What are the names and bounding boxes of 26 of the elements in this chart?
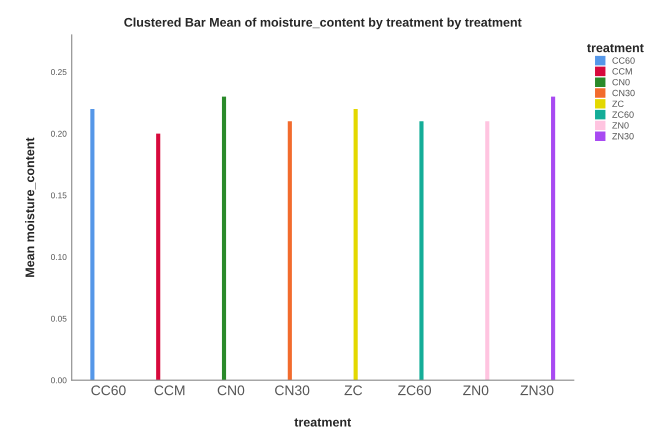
legend-label: ZC60	[612, 111, 634, 118]
x-tick-label: ZC60	[398, 385, 432, 396]
y-tick-label: 0.10	[50, 254, 67, 260]
y-tick-label: 0.20	[50, 130, 67, 137]
legend-title: treatment	[587, 44, 644, 52]
chart-title: Clustered Bar Mean of moisture_content by treatment by treatment	[124, 18, 522, 30]
x-tick-label: CC60	[91, 385, 126, 396]
x-tick-label: ZN0	[463, 385, 488, 396]
x-tick-label: ZN30	[520, 385, 554, 396]
x-axis-title: treatment	[294, 418, 352, 427]
legend-label: CN0	[612, 78, 630, 86]
y-tick-label: 0.00	[50, 377, 67, 384]
y-axis-title: Mean moisture_content	[25, 138, 36, 277]
legend-label: ZC	[612, 100, 624, 108]
y-tick-label: 0.25	[50, 69, 67, 76]
legend-label: CC60	[612, 57, 635, 64]
x-tick-label: ZC	[344, 385, 362, 396]
legend-label: CN30	[612, 90, 635, 96]
y-tick-label: 0.15	[50, 192, 67, 198]
x-tick-label: CN30	[275, 385, 310, 396]
legend-label: ZN30	[612, 133, 634, 140]
legend-label: CCM	[612, 68, 632, 75]
legend-label: ZN0	[612, 122, 629, 129]
x-tick-label: CN0	[218, 385, 244, 396]
x-tick-label: CCM	[154, 385, 184, 396]
y-tick-label: 0.05	[50, 316, 67, 322]
